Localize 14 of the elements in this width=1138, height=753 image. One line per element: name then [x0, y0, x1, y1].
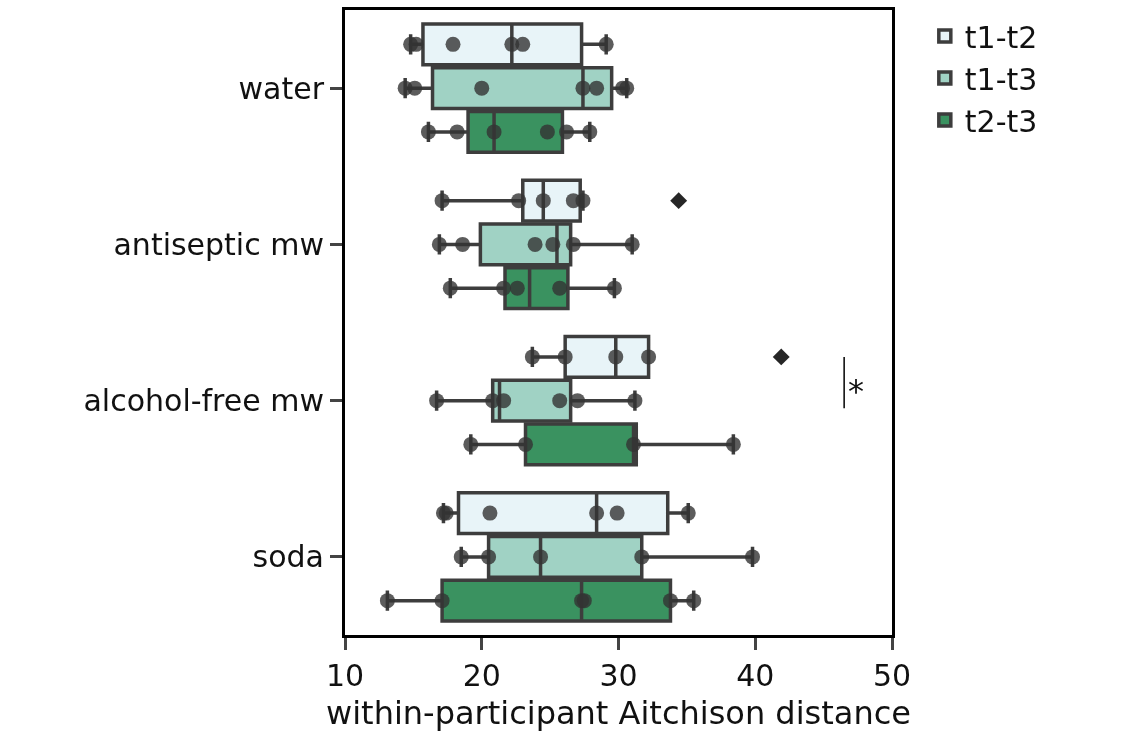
y-tick-label: water	[238, 70, 325, 106]
y-tick-label: antiseptic mw	[113, 226, 324, 262]
legend-label: t1-t3	[964, 61, 1038, 97]
x-tick-label: 20	[462, 658, 501, 693]
legend-label: t1-t2	[964, 19, 1038, 55]
legend-label: t2-t3	[964, 103, 1038, 139]
y-tick-label: soda	[252, 539, 324, 575]
x-tick-label: 10	[325, 658, 365, 693]
x-tick-label: 30	[599, 658, 638, 693]
x-axis-title: within-participant Aitchison distance	[326, 693, 911, 732]
x-tick-label: 50	[872, 658, 912, 693]
annotation: *	[848, 372, 864, 410]
x-tick-label: 40	[736, 658, 775, 693]
y-tick-label: alcohol-free mw	[83, 383, 324, 419]
